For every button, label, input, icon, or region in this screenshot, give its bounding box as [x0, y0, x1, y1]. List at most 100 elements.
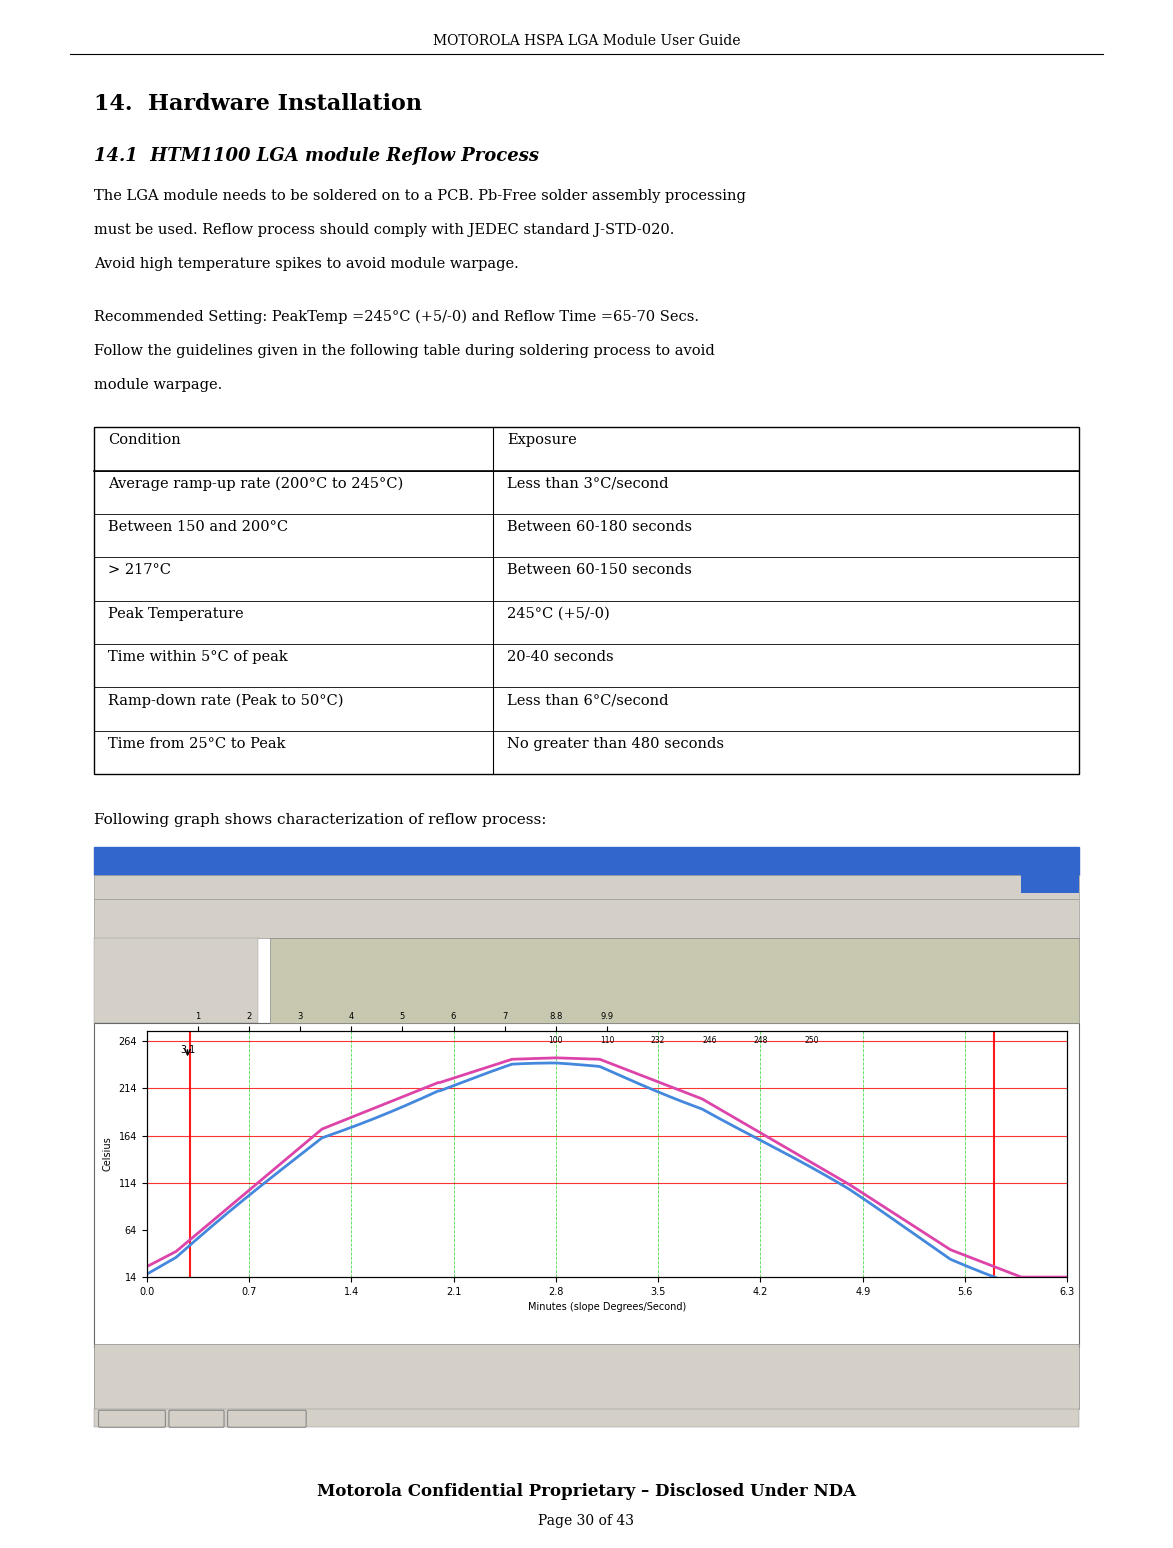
- Text: 4.7: 4.7: [162, 1413, 174, 1423]
- Text: Peak: Peak: [106, 1348, 122, 1354]
- Text: Tools: Tools: [358, 878, 385, 887]
- Text: Setup: Setup: [229, 878, 259, 887]
- Text: Avoid high temperature spikes to avoid module warpage.: Avoid high temperature spikes to avoid m…: [94, 257, 518, 271]
- Text: 15.34: 15.34: [479, 1413, 501, 1423]
- Text: 0.87: 0.87: [572, 1376, 589, 1385]
- Text: Max: Max: [203, 1348, 217, 1354]
- Y-axis label: Celsius: Celsius: [103, 1136, 113, 1172]
- Text: Between 150 and 200°C: Between 150 and 200°C: [108, 520, 289, 534]
- Bar: [94, 1023, 1079, 1347]
- Bar: [1021, 875, 1079, 893]
- Text: Ramp-down rate (Peak to 50°C): Ramp-down rate (Peak to 50°C): [108, 694, 344, 707]
- Bar: [94, 1344, 1079, 1409]
- Text: 85.09: 85.09: [420, 1364, 442, 1373]
- Text: 0.06: 0.06: [572, 1413, 589, 1423]
- Text: Falling: Falling: [262, 1361, 284, 1367]
- Text: 222.7: 222.7: [619, 1376, 640, 1385]
- FancyBboxPatch shape: [228, 1410, 306, 1427]
- Text: Start Time: Start Time: [96, 957, 141, 964]
- Text: Above: Above: [479, 1348, 501, 1354]
- Text: 80.37: 80.37: [479, 1376, 501, 1385]
- Text: Help: Help: [487, 878, 513, 887]
- Text: Window: Window: [422, 878, 465, 887]
- Text: 0.54: 0.54: [320, 1413, 337, 1423]
- Text: 0.04: 0.04: [572, 1401, 589, 1410]
- Text: 7.50: 7.50: [420, 1413, 436, 1423]
- Text: Following graph shows characterization of reflow process:: Following graph shows characterization o…: [94, 813, 547, 827]
- Text: 25.5: 25.5: [162, 1364, 178, 1373]
- Text: 12.2: 12.2: [526, 1401, 542, 1410]
- Text: Follow the guidelines given in the following table during soldering process to a: Follow the guidelines given in the follo…: [94, 344, 714, 358]
- X-axis label: Minutes (slope Degrees/Second): Minutes (slope Degrees/Second): [528, 1302, 686, 1313]
- Text: 0.38: 0.38: [320, 1401, 337, 1410]
- Text: Between 60-150 seconds: Between 60-150 seconds: [507, 563, 692, 577]
- Text: For Help, press F1: For Help, press F1: [100, 1402, 176, 1412]
- Text: 91.8: 91.8: [479, 1364, 495, 1373]
- Text: Slope: Slope: [262, 1373, 280, 1379]
- Text: 0.93: 0.93: [526, 1364, 542, 1373]
- Bar: [94, 899, 1079, 938]
- Text: MOTOROLA HSPA LGA Module User Guide: MOTOROLA HSPA LGA Module User Guide: [433, 34, 740, 48]
- Text: 1.63: 1.63: [203, 1364, 219, 1373]
- Text: Pointer: Pointer: [619, 1348, 644, 1354]
- Text: Peak Temperature: Peak Temperature: [108, 607, 244, 621]
- Text: 109.0: 109.0: [526, 1376, 548, 1385]
- Text: Transmitter/Data Logger: Transmitter/Data Logger: [440, 978, 564, 988]
- Text: 5.31: 5.31: [420, 1401, 436, 1410]
- Text: 81.14: 81.14: [420, 1376, 441, 1385]
- Bar: [94, 427, 1079, 774]
- Text: Total: Total: [420, 1348, 436, 1354]
- Text: 250: 250: [805, 1036, 819, 1045]
- Text: _ □ X: _ □ X: [1044, 850, 1071, 859]
- Text: -3.84: -3.84: [262, 1364, 282, 1373]
- Text: The LGA module needs to be soldered on to a PCB. Pb-Free solder assembly process: The LGA module needs to be soldered on t…: [94, 189, 746, 203]
- Text: 88.64: 88.64: [367, 1364, 388, 1373]
- Text: -3.84: -3.84: [320, 1364, 340, 1373]
- Text: Time from 25°C to Peak: Time from 25°C to Peak: [108, 737, 285, 751]
- Text: module warpage.: module warpage.: [94, 378, 222, 392]
- Text: Time: Time: [367, 1361, 384, 1367]
- Text: Slope: Slope: [320, 1361, 339, 1367]
- Text: 9.9: 9.9: [619, 1413, 631, 1423]
- Text: 25.6: 25.6: [203, 1389, 219, 1398]
- Text: Avg Oven: Avg Oven: [96, 971, 136, 978]
- Text: 212.8: 212.8: [572, 1364, 594, 1373]
- Text: Wed 12/16/09 09:21:29: Wed 12/16/09 09:21:29: [141, 957, 239, 964]
- Text: 217.7: 217.7: [619, 1389, 640, 1398]
- Text: TC SD: TC SD: [106, 1401, 128, 1410]
- Text: 84.89: 84.89: [420, 1389, 441, 1398]
- Text: Recipe: Recipe: [96, 998, 124, 1006]
- Text: 233.8: 233.8: [106, 1364, 127, 1373]
- Text: 4.38: 4.38: [320, 1376, 337, 1385]
- Text: Rising: Rising: [367, 1348, 388, 1354]
- Text: Min: Min: [162, 1348, 175, 1354]
- Text: 4.38: 4.38: [367, 1376, 384, 1385]
- Text: KIC: KIC: [452, 950, 496, 971]
- Text: 100: 100: [549, 1036, 563, 1045]
- Text: 1.09: 1.09: [262, 1413, 278, 1423]
- Text: View: View: [293, 878, 319, 887]
- FancyBboxPatch shape: [99, 1410, 165, 1427]
- Text: 2.38: 2.38: [262, 1389, 278, 1398]
- Text: TC Range: TC Range: [106, 1413, 142, 1423]
- Text: Page 30 of 43: Page 30 of 43: [538, 1514, 635, 1528]
- Text: 2.92: 2.92: [262, 1376, 278, 1385]
- Text: Wed 12/16/09 09:29:54: Wed 12/16/09 09:29:54: [141, 943, 239, 950]
- Text: Slope: Slope: [203, 1373, 222, 1379]
- Text: 3.1: 3.1: [179, 1045, 195, 1056]
- Text: 37.2: 37.2: [526, 1413, 542, 1423]
- Text: 100.4: 100.4: [526, 1389, 548, 1398]
- Bar: [94, 1409, 1079, 1427]
- Text: No greater than 480 seconds: No greater than 480 seconds: [507, 737, 724, 751]
- Text: Max: Max: [320, 1348, 334, 1354]
- Text: Time within 5°C of peak: Time within 5°C of peak: [108, 650, 287, 664]
- Text: 236.1: 236.1: [162, 1389, 183, 1398]
- Text: WINKIC Windows Application - [LINE_2A.KDF ]: WINKIC Windows Application - [LINE_2A.KD…: [100, 850, 338, 859]
- Text: 246: 246: [703, 1036, 717, 1045]
- Text: 245°C (+5/-0): 245°C (+5/-0): [507, 607, 610, 621]
- Text: Average ramp-up rate (200°C to 245°C): Average ramp-up rate (200°C to 245°C): [108, 477, 404, 491]
- Text: C:\IPRODUCTS\EVB.KBF: C:\IPRODUCTS\EVB.KBF: [141, 1012, 249, 1020]
- FancyBboxPatch shape: [169, 1410, 224, 1427]
- Text: Lvl: Advanced: Lvl: Advanced: [1009, 1415, 1067, 1424]
- Text: Pointer: Pointer: [526, 1348, 550, 1354]
